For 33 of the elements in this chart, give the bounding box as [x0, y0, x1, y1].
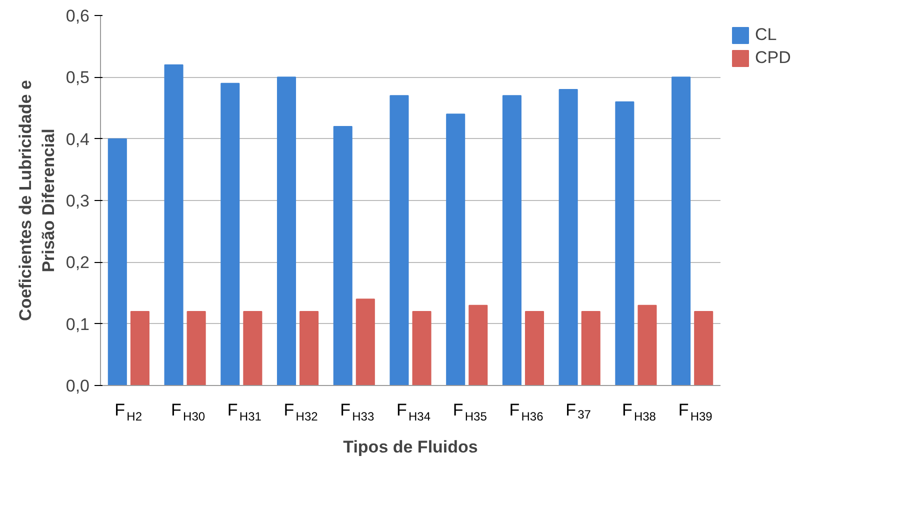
bar	[694, 311, 714, 386]
bar	[164, 64, 184, 386]
bar	[468, 304, 488, 386]
bar	[615, 101, 634, 386]
bar	[108, 138, 127, 386]
bar	[276, 76, 296, 386]
legend-label: CPD	[755, 48, 791, 68]
y-tick-label: 0,5	[66, 68, 90, 88]
y-tick-label: 0,4	[66, 130, 90, 149]
y-tick-label: 0,6	[66, 6, 90, 26]
bar	[186, 311, 206, 386]
bar	[220, 82, 240, 386]
bar	[581, 311, 600, 386]
bar	[638, 304, 657, 386]
legend-label: CL	[755, 25, 777, 45]
bar	[502, 95, 522, 386]
bar	[558, 89, 578, 386]
bar	[524, 311, 544, 386]
bar	[243, 311, 262, 386]
y-tick-label: 0,3	[66, 192, 90, 210]
y-tick-label: 0,2	[66, 253, 90, 272]
y-tick-label: 0,0	[66, 376, 90, 396]
bar	[390, 95, 409, 386]
x-axis-title: Tipos de Fluidos	[343, 438, 478, 456]
bar	[333, 126, 352, 386]
bar	[672, 76, 691, 386]
y-axis-title: Coeficientes de Lubricidade e Prisão Diferencial	[16, 80, 58, 321]
bar	[300, 311, 319, 386]
bar	[412, 311, 432, 386]
bar	[130, 311, 150, 386]
bar	[446, 114, 466, 386]
bar	[356, 298, 375, 386]
y-tick-label: 0,1	[66, 314, 90, 334]
